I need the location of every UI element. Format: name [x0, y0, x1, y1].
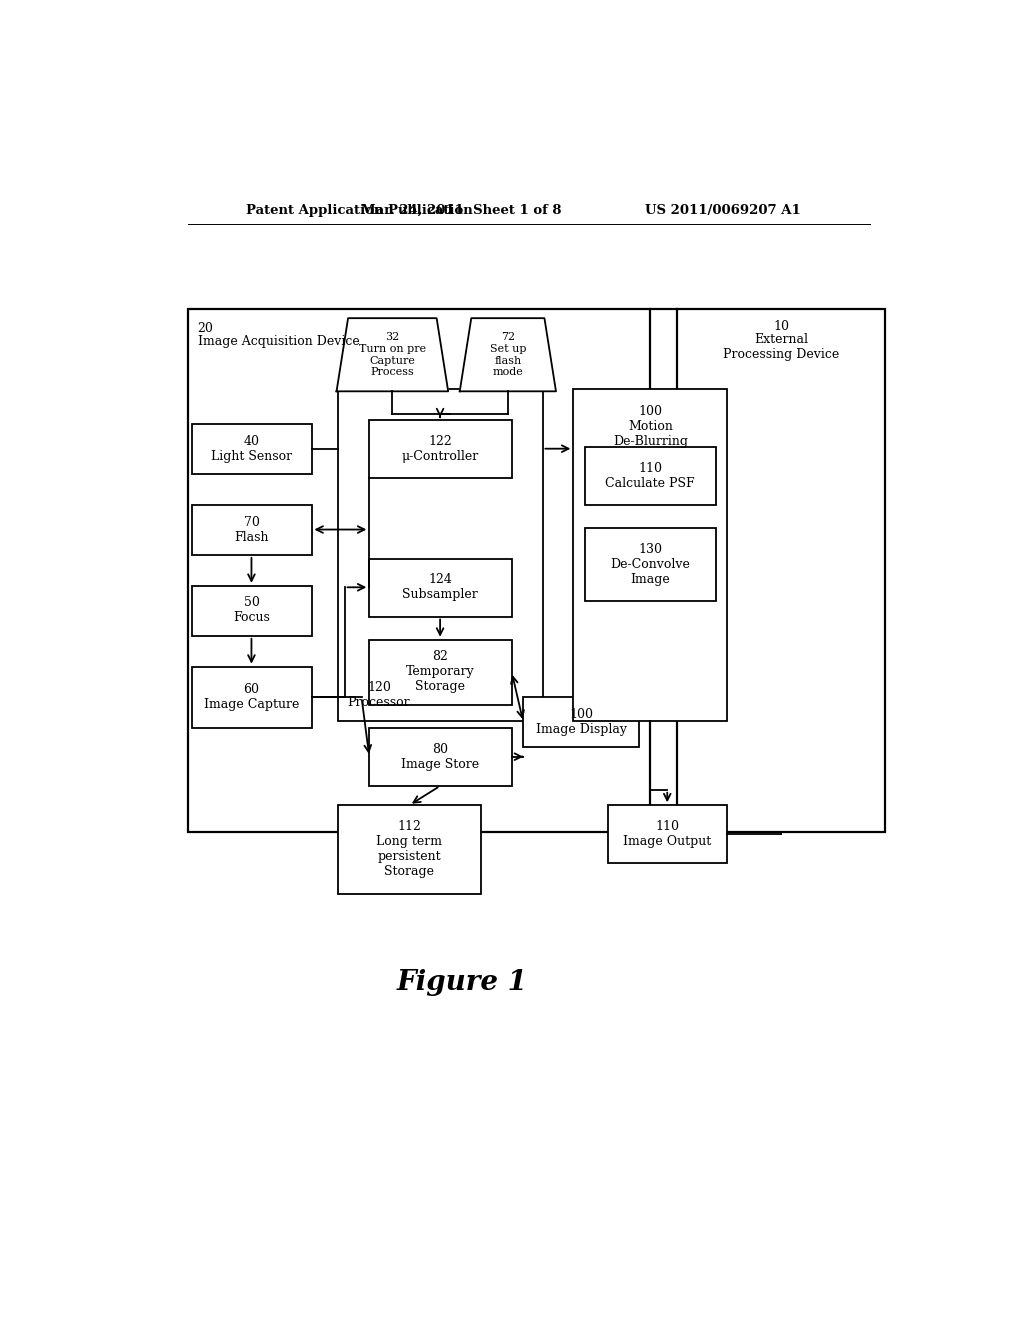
- Text: Figure 1: Figure 1: [396, 969, 527, 995]
- Text: 120
Processor: 120 Processor: [348, 681, 411, 709]
- Text: 60
Image Capture: 60 Image Capture: [204, 684, 299, 711]
- Text: 50
Focus: 50 Focus: [233, 597, 270, 624]
- Bar: [193, 586, 311, 636]
- Text: 40
Light Sensor: 40 Light Sensor: [211, 434, 292, 463]
- Text: 80
Image Store: 80 Image Store: [401, 743, 479, 771]
- Bar: [677, 309, 885, 832]
- Text: Image Acquisition Device: Image Acquisition Device: [198, 335, 359, 348]
- Bar: [585, 528, 716, 601]
- Bar: [370, 729, 512, 785]
- Bar: [370, 420, 512, 478]
- Text: 112
Long term
persistent
Storage: 112 Long term persistent Storage: [376, 820, 442, 878]
- Text: 10: 10: [773, 321, 790, 333]
- Text: 110
Image Output: 110 Image Output: [624, 820, 712, 847]
- Text: 20: 20: [198, 322, 213, 335]
- Text: 32
Turn on pre
Capture
Process: 32 Turn on pre Capture Process: [358, 333, 426, 378]
- Text: 82
Temporary
Storage: 82 Temporary Storage: [406, 651, 474, 693]
- Bar: [339, 805, 481, 894]
- Text: 72
Set up
flash
mode: 72 Set up flash mode: [489, 333, 526, 378]
- Text: 122
μ-Controller: 122 μ-Controller: [401, 434, 479, 463]
- Bar: [523, 697, 639, 747]
- Bar: [188, 309, 650, 832]
- Polygon shape: [337, 318, 449, 391]
- Text: 100
Motion
De-Blurring: 100 Motion De-Blurring: [612, 405, 688, 447]
- Bar: [339, 389, 543, 721]
- Bar: [573, 389, 727, 721]
- Text: Patent Application Publication: Patent Application Publication: [246, 205, 473, 218]
- Text: 100
Image Display: 100 Image Display: [536, 708, 627, 737]
- Text: 124
Subsampler: 124 Subsampler: [402, 573, 478, 602]
- Bar: [193, 506, 311, 554]
- Bar: [608, 805, 727, 863]
- Text: External
Processing Device: External Processing Device: [723, 333, 840, 362]
- Text: US 2011/0069207 A1: US 2011/0069207 A1: [645, 205, 801, 218]
- Bar: [585, 447, 716, 506]
- Bar: [193, 424, 311, 474]
- Polygon shape: [460, 318, 556, 391]
- Text: Mar. 24, 2011  Sheet 1 of 8: Mar. 24, 2011 Sheet 1 of 8: [361, 205, 562, 218]
- Bar: [193, 667, 311, 729]
- Bar: [370, 640, 512, 705]
- Text: 130
De-Convolve
Image: 130 De-Convolve Image: [610, 543, 690, 586]
- Text: 70
Flash: 70 Flash: [234, 516, 268, 544]
- Bar: [370, 558, 512, 616]
- Text: 110
Calculate PSF: 110 Calculate PSF: [605, 462, 695, 490]
